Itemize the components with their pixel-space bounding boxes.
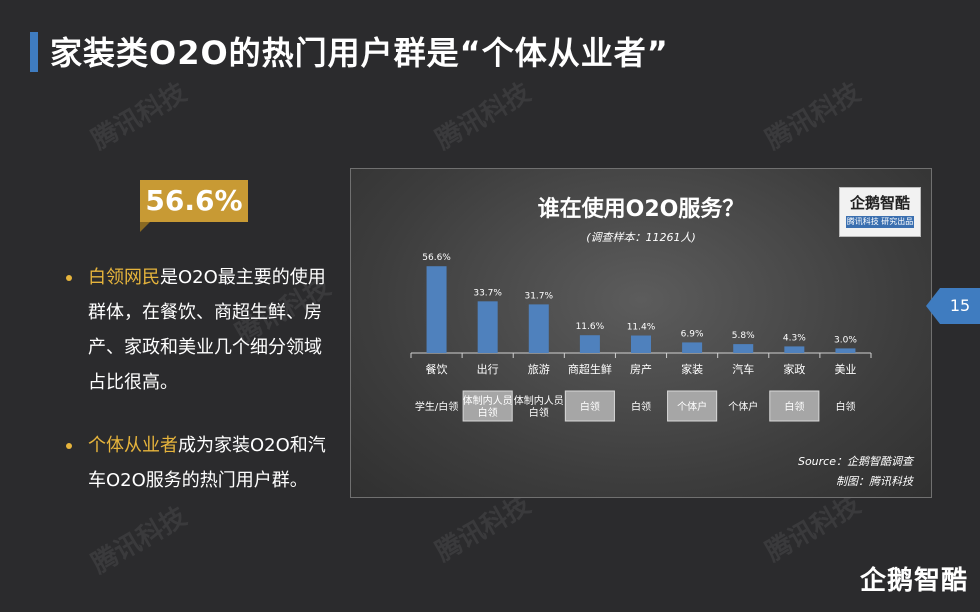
user-group-label: 体制内人员 (463, 394, 513, 407)
x-tick-label: 房产 (630, 362, 652, 376)
bullet-highlight: 个体从业者 (88, 435, 178, 456)
data-label: 3.0% (834, 335, 857, 345)
user-group-box (564, 390, 615, 422)
data-label: 33.7% (473, 288, 502, 298)
x-tick-label: 家装 (681, 362, 703, 376)
bar (528, 304, 549, 353)
bullet-item: 个体从业者成为家装O2O和汽车O2O服务的热门用户群。 (66, 428, 328, 498)
watermark-text: 腾讯科技 (430, 77, 536, 156)
x-tick-label: 商超生鲜 (568, 362, 612, 376)
bullet-item: 白领网民是O2O最主要的使用群体，在餐饮、商超生鲜、房产、家政和美业几个细分领域… (66, 260, 328, 400)
data-label: 31.7% (524, 291, 553, 301)
logo-subtext: 腾讯科技 研究出品 (846, 216, 914, 228)
user-group-label: 学生/白领 (415, 400, 458, 413)
page-number-tab: 15 (926, 288, 980, 324)
user-group-box (769, 390, 820, 422)
bar (682, 342, 703, 353)
data-label: 5.8% (732, 331, 755, 341)
bar (477, 301, 498, 353)
bar-chart: 56.6%餐饮学生/白领33.7%出行体制内人员白领31.7%旅游体制内人员白领… (410, 253, 872, 422)
user-group-label: 体制内人员 (514, 394, 564, 407)
bullet-text: 是O2O最主要的使用群体，在餐饮、商超生鲜、房产、家政和美业几个细分领域占比很高… (88, 267, 326, 393)
x-tick-label: 家政 (783, 362, 805, 376)
user-group-label: 个体户 (728, 400, 758, 413)
x-tick-label: 美业 (834, 363, 856, 376)
watermark-text: 腾讯科技 (86, 501, 192, 580)
bar (835, 348, 856, 353)
bar (784, 346, 805, 353)
watermark-text: 腾讯科技 (760, 77, 866, 156)
chart-subtitle: (调查样本：11261人) (586, 231, 696, 244)
x-tick-label: 汽车 (732, 362, 754, 376)
chart-title: 谁在使用O2O服务？ (537, 197, 745, 222)
bar (631, 335, 651, 353)
user-group-label: 白领 (478, 406, 498, 419)
x-tick-label: 餐饮 (426, 362, 448, 376)
user-group-label: 白领 (784, 400, 804, 413)
chart-panel: 谁在使用O2O服务？ (调查样本：11261人) 企鹅智酷 腾讯科技 研究出品 … (350, 168, 932, 498)
watermark-text: 腾讯科技 (86, 77, 192, 156)
data-label: 11.4% (627, 323, 656, 333)
stat-value: 56.6% (145, 184, 243, 217)
bullet-text: 成为家装O2O和汽车O2O服务的热门用户群。 (88, 435, 326, 491)
brand-footer-logo: 企鹅智酷 (860, 566, 969, 596)
bar (579, 335, 600, 353)
logo-text: 企鹅智酷 (849, 194, 910, 212)
x-tick-label: 旅游 (528, 362, 550, 376)
page-title: 家装类O2O的热门用户群是“个体从业者” (50, 34, 669, 72)
user-group-label: 白领 (631, 400, 651, 413)
source-note: Source：企鹅智酷调查 (797, 455, 913, 468)
user-group-label: 个体户 (677, 400, 707, 413)
stat-badge: 56.6% (140, 180, 248, 232)
bullet-dot-icon (66, 443, 72, 449)
user-group-box (667, 390, 718, 422)
bar (426, 266, 447, 353)
bar (733, 344, 754, 353)
made-by-note: 制图：腾讯科技 (836, 475, 913, 488)
user-group-box (462, 390, 513, 422)
user-group-label: 白领 (529, 406, 549, 419)
data-label: 11.6% (576, 322, 605, 332)
user-group-label: 白领 (835, 400, 855, 413)
page-number: 15 (949, 296, 971, 315)
user-group-label: 白领 (580, 400, 600, 413)
title-accent-bar (30, 32, 38, 72)
x-tick-label: 出行 (477, 362, 499, 376)
brand-logo: 企鹅智酷 腾讯科技 研究出品 (839, 187, 921, 237)
bullet-dot-icon (66, 275, 72, 281)
bullet-highlight: 白领网民 (88, 267, 160, 288)
data-label: 56.6% (422, 253, 451, 263)
data-label: 6.9% (681, 329, 704, 339)
data-label: 4.3% (783, 333, 806, 343)
